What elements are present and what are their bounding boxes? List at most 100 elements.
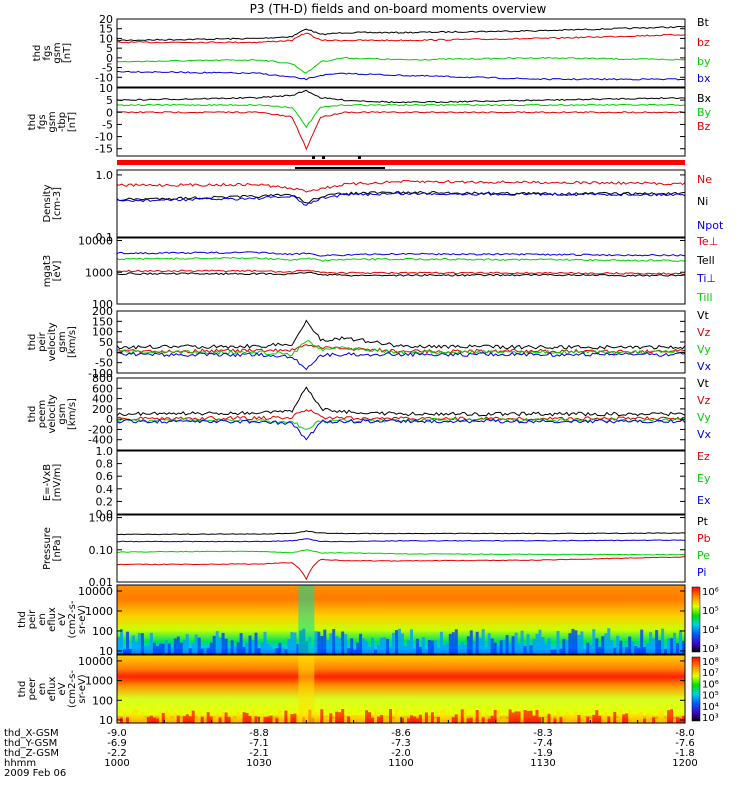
spectrogram-column xyxy=(418,714,422,723)
spectrogram-column xyxy=(667,710,671,723)
spectrogram-column xyxy=(454,714,458,723)
spectrogram-column xyxy=(439,631,443,654)
spectrogram-column xyxy=(508,643,512,654)
spectrogram-column xyxy=(463,709,467,723)
spectrogram-column xyxy=(296,716,300,723)
spectrogram-column xyxy=(454,629,458,654)
colorbar-label: 10⁵ xyxy=(702,691,719,702)
series-line-red xyxy=(117,556,686,581)
spectrogram-column xyxy=(499,640,503,654)
colorbar-gradient xyxy=(691,586,701,653)
spectrogram-column xyxy=(592,629,596,654)
spectrogram-column xyxy=(149,632,153,654)
spectrogram-column xyxy=(341,631,345,654)
spectrogram-column xyxy=(362,638,366,654)
y-axis-label: [eV] xyxy=(52,261,63,282)
spectrogram-column xyxy=(209,716,213,723)
legend-entry: Ex xyxy=(697,494,711,507)
spectrogram-column xyxy=(371,637,375,654)
legend-entry: Pt xyxy=(697,515,709,528)
panel-frame xyxy=(116,18,686,88)
legend-entry: Vt xyxy=(697,309,710,322)
status-bar-mark xyxy=(295,167,385,169)
spectrogram-column xyxy=(404,717,407,723)
spectrogram-column xyxy=(146,716,150,723)
spectrogram-event xyxy=(298,655,315,723)
spectrogram-column xyxy=(167,643,171,654)
spectrogram-column xyxy=(571,715,575,723)
spectrogram-column xyxy=(137,633,141,654)
spectrogram-column xyxy=(212,635,216,654)
series-group xyxy=(116,89,686,151)
spectrogram-column xyxy=(134,641,138,654)
spectrogram-column xyxy=(643,719,647,723)
series-line-black xyxy=(116,25,686,42)
x-axis-value: -8.6 xyxy=(391,728,411,739)
spectrogram-column xyxy=(398,628,401,654)
series-line-green xyxy=(116,549,686,556)
spectrogram-column xyxy=(218,637,222,654)
spectrogram-column xyxy=(424,712,428,723)
spectrogram-column xyxy=(224,712,228,723)
spectrogram-column xyxy=(595,710,599,723)
y-axis-label: [mV/m] xyxy=(52,464,63,502)
spectrogram-column xyxy=(436,647,440,654)
series-group xyxy=(116,251,686,277)
spectrogram-column xyxy=(117,637,120,654)
legend-entry: Pi xyxy=(697,566,706,579)
y-axis-label: eV xyxy=(57,682,68,695)
spectrogram-column xyxy=(254,632,258,654)
legend: Pt Pb Pe Pi xyxy=(697,515,711,579)
spectrogram-column xyxy=(682,641,685,654)
spectrogram-column xyxy=(126,631,129,654)
spectrogram-event xyxy=(298,585,315,654)
spectrogram-column xyxy=(511,636,515,654)
spectrogram-column xyxy=(460,642,464,654)
spectrogram-column xyxy=(676,717,679,723)
spectrogram-column xyxy=(380,637,384,654)
spectrogram-column xyxy=(646,643,650,654)
legend-entry: Ez xyxy=(697,450,710,463)
spectrogram-column xyxy=(562,639,566,654)
spectrogram-column xyxy=(386,638,390,654)
spectrogram-column xyxy=(586,642,590,654)
spectrogram-column xyxy=(457,713,461,723)
spectrogram-column xyxy=(272,649,276,654)
spectrogram-column xyxy=(475,631,479,654)
spectrogram-column xyxy=(188,648,192,654)
spectrogram-column xyxy=(673,718,676,723)
spectrogram-column xyxy=(637,713,641,723)
spectrogram-column xyxy=(613,647,617,654)
spectrogram-column xyxy=(281,714,285,723)
y-tick-label: 150 xyxy=(92,315,113,328)
legend: Bt bz by bx xyxy=(697,16,711,85)
spectrogram-column xyxy=(224,638,228,654)
spectrogram-column xyxy=(496,645,500,654)
spectrogram-column xyxy=(679,630,682,654)
spectrogram-column xyxy=(427,640,431,654)
spectrogram-column xyxy=(134,709,138,723)
spectrogram-column xyxy=(574,712,578,723)
legend-entry: Vy xyxy=(697,411,711,424)
x-axis-row-label: thd_Z-GSM xyxy=(4,748,59,759)
spectrogram-column xyxy=(176,636,180,654)
spectrogram-column xyxy=(338,712,342,723)
y-tick-label: 1.0 xyxy=(96,169,114,182)
x-axis-value: -9.0 xyxy=(107,728,127,739)
spectrogram-column xyxy=(574,630,578,654)
spectrogram-column xyxy=(523,646,527,654)
spectrogram-column xyxy=(275,718,279,723)
spectrogram-column xyxy=(565,711,569,723)
spectrogram-column xyxy=(571,628,575,654)
spectrogram-column xyxy=(323,629,327,654)
x-axis-value: -1.9 xyxy=(533,748,553,759)
y-tick-label: 0.6 xyxy=(96,470,114,483)
x-axis-value: 1200 xyxy=(672,758,697,769)
spectrogram-column xyxy=(631,641,635,654)
spectrogram-column xyxy=(404,646,407,654)
y-axis-label: (cm2-s- xyxy=(67,670,78,708)
y-tick-label: 10000 xyxy=(78,235,113,248)
spectrogram-column xyxy=(155,718,159,723)
